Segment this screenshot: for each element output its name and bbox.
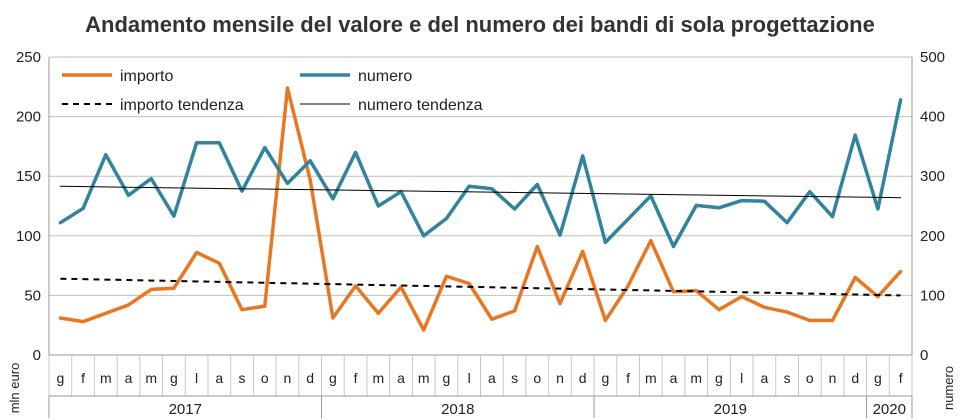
x-tick-label: d (306, 370, 314, 386)
y-axis-right-label: numero (941, 366, 956, 410)
x-tick-label: l (195, 370, 198, 386)
series-line-importo (58, 86, 903, 332)
x-tick-label: o (261, 370, 269, 386)
y-right-tick-label: 100 (920, 287, 945, 304)
y-right-tick-label: 400 (920, 109, 945, 126)
legend-label: importo (120, 68, 173, 85)
x-tick-label: m (145, 370, 157, 386)
year-label: 2018 (441, 401, 474, 418)
x-tick-label: a (215, 370, 223, 386)
year-label: 2017 (169, 401, 202, 418)
x-tick-label: s (784, 370, 791, 386)
year-label: 2020 (873, 401, 906, 418)
y-left-tick-label: 150 (16, 168, 41, 185)
x-tick-label: m (100, 370, 112, 386)
x-tick-label: g (602, 370, 610, 386)
x-tick-label: g (715, 370, 723, 386)
series-layer (58, 86, 903, 332)
x-tick-label: a (397, 370, 405, 386)
y-right-tick-label: 300 (920, 168, 945, 185)
x-tick-label: a (488, 370, 496, 386)
x-tick-label: g (170, 370, 178, 386)
legend: importo numero importo tendenza numero tend… (62, 68, 483, 114)
x-tick-label: m (372, 370, 384, 386)
x-tick-label: o (533, 370, 541, 386)
x-tick-label: n (829, 370, 837, 386)
x-tick-label: o (806, 370, 814, 386)
x-tick-label: m (418, 370, 430, 386)
legend-label: numero (358, 68, 412, 85)
series-line-importo-tendenza (60, 277, 901, 297)
x-tick-label: g (329, 370, 337, 386)
x-tick-label: s (511, 370, 518, 386)
x-tick-label: f (354, 370, 358, 386)
legend-label: importo tendenza (120, 97, 244, 114)
x-tick-label: m (645, 370, 657, 386)
x-tick-label: a (125, 370, 133, 386)
x-tick-label: g (874, 370, 882, 386)
chart-title: Andamento mensile del valore e del numer… (85, 12, 875, 37)
x-tick-label: f (899, 370, 903, 386)
x-tick-label: g (443, 370, 451, 386)
y-left-tick-label: 250 (16, 49, 41, 66)
x-tick-label: a (760, 370, 768, 386)
x-tick-label: g (56, 370, 64, 386)
y-left-tick-label: 200 (16, 109, 41, 126)
y-left-tick-label: 100 (16, 228, 41, 245)
x-tick-label: l (468, 370, 471, 386)
x-tick-label: f (626, 370, 630, 386)
legend-label: numero tendenza (358, 97, 483, 114)
x-tick-label: l (740, 370, 743, 386)
y-right-tick-label: 200 (920, 228, 945, 245)
y-left-tick-label: 0 (33, 347, 41, 364)
x-tick-label: n (284, 370, 292, 386)
x-tick-label: m (690, 370, 702, 386)
y-left-tick-label: 50 (24, 287, 41, 304)
series-line-numero-tendenza (59, 185, 902, 199)
x-tick-label: d (851, 370, 859, 386)
y-right-tick-label: 0 (920, 347, 928, 364)
y-axis-left-label: mln euro (7, 363, 22, 414)
series-line-numero (58, 98, 903, 249)
year-label: 2019 (714, 401, 747, 418)
x-tick-label: d (579, 370, 587, 386)
x-tick-label: f (81, 370, 85, 386)
y-right-tick-label: 500 (920, 49, 945, 66)
x-tick-label: a (670, 370, 678, 386)
x-tick-label: n (556, 370, 564, 386)
x-tick-label: s (239, 370, 246, 386)
